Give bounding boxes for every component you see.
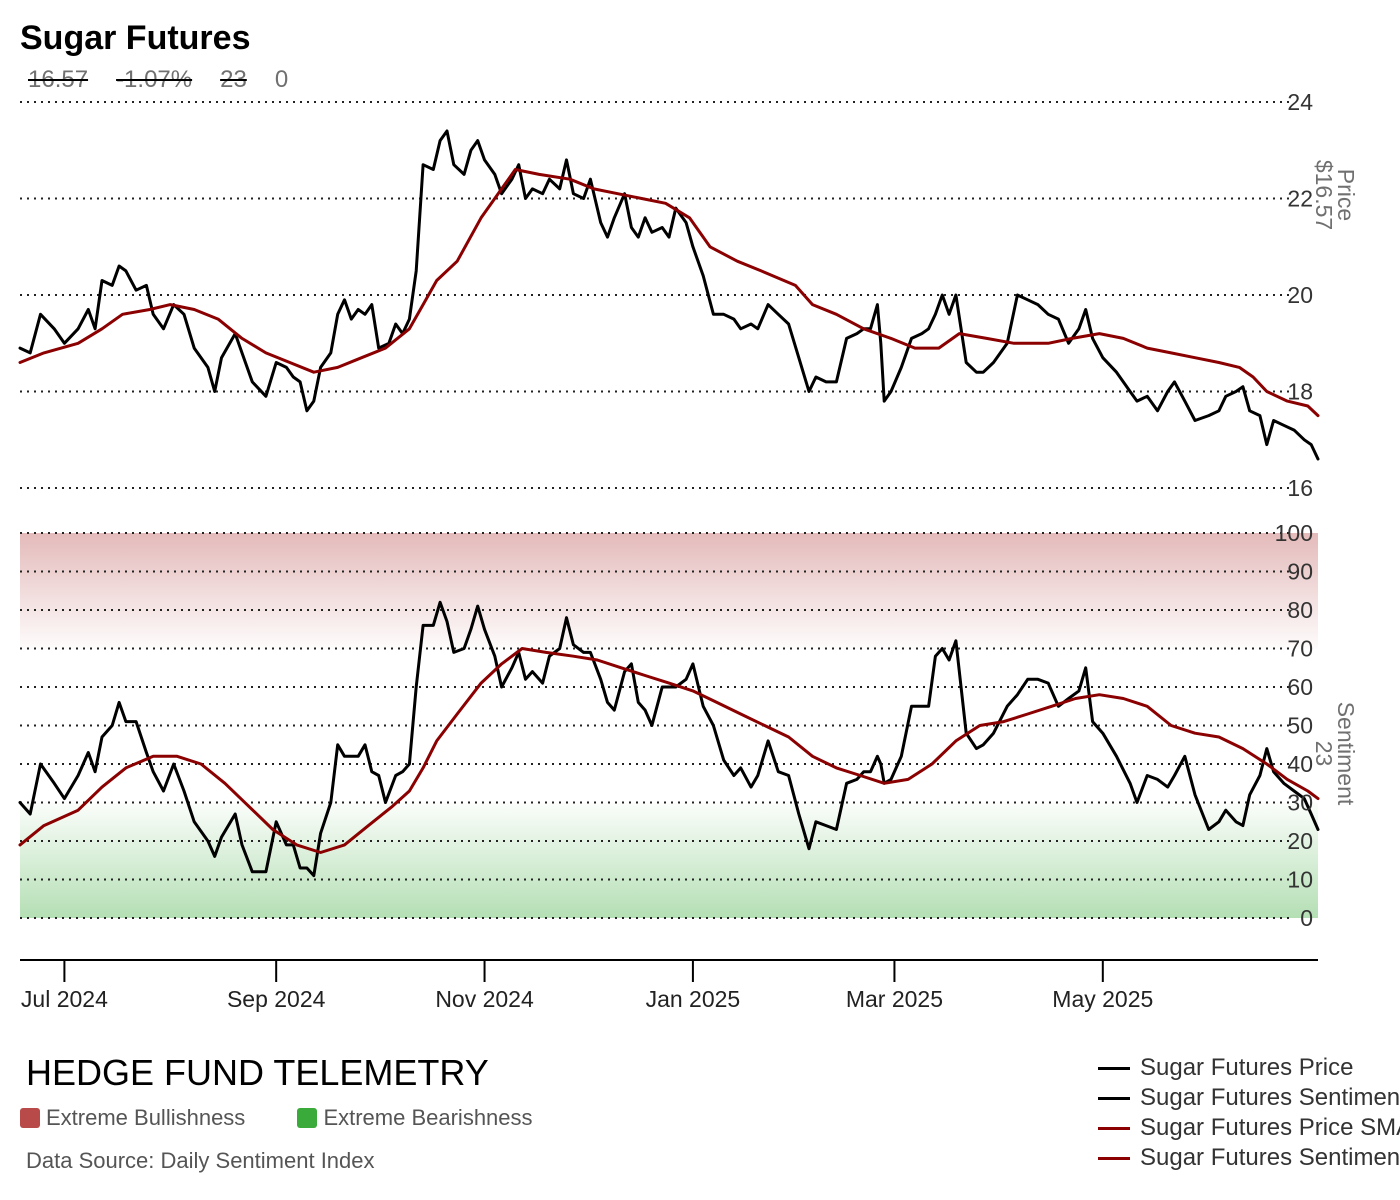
y-tick-label: 24: [1287, 89, 1313, 115]
zone-legend-item: Extreme Bullishness: [20, 1105, 245, 1131]
zone-legend-item: Extreme Bearishness: [297, 1105, 533, 1131]
zone-label: Extreme Bearishness: [323, 1105, 533, 1130]
x-tick-label: Nov 2024: [435, 986, 534, 1012]
sentiment-line: [18, 600, 1320, 878]
x-tick-label: Jul 2024: [21, 986, 108, 1012]
legend-line: [1098, 1126, 1130, 1130]
y-tick-label: 20: [1287, 828, 1313, 854]
y-tick-label: 40: [1287, 751, 1313, 777]
x-tick-label: Jan 2025: [646, 986, 741, 1012]
zone-label: Extreme Bullishness: [46, 1105, 246, 1130]
y-tick-label: 70: [1287, 636, 1313, 662]
y-tick-label: 18: [1287, 379, 1313, 405]
legend-label: Sugar Futures Price: [1140, 1054, 1354, 1081]
series-legend: Sugar Futures Price Sugar Futures Sentim…: [1098, 1053, 1400, 1173]
price-sma-line: [18, 168, 1320, 418]
legend-item[interactable]: Sugar Futures Sentiment: [1098, 1083, 1400, 1113]
x-tick-label: Sep 2024: [227, 986, 326, 1012]
legend-item[interactable]: Sugar Futures Price: [1098, 1053, 1400, 1083]
legend-line: [1098, 1066, 1130, 1070]
legend-line: [1098, 1096, 1130, 1100]
stat-sentiment: 23: [220, 66, 247, 93]
zone-legend: Extreme Bullishness Extreme Bearishness: [20, 1105, 579, 1134]
y-axis-label: Sentiment: [1333, 702, 1359, 806]
legend-label: Sugar Futures Price SMA: [1140, 1114, 1400, 1141]
stat-change: -1.07%: [116, 66, 193, 93]
chart-title: Sugar Futures: [20, 19, 251, 57]
bullish-band: [20, 533, 1318, 649]
legend-item[interactable]: Sugar Futures Sentiment SMA: [1098, 1143, 1400, 1173]
y-axis-value: $16.57: [1311, 160, 1337, 230]
y-tick-label: 80: [1287, 597, 1313, 623]
data-source: Data Source: Daily Sentiment Index: [26, 1148, 375, 1173]
y-tick-label: 30: [1287, 790, 1313, 816]
sentiment-sma-line: [18, 647, 1320, 854]
y-tick-label: 22: [1287, 186, 1313, 212]
chart-canvas: 16 18 20 22 24 0 10 20 30 40 50 60 70 80 90 100 Price$1…: [18, 89, 1359, 1012]
chart-header: Sugar Futures 16.57 -1.07% 23 0: [20, 18, 288, 93]
y-tick-label: 20: [1287, 282, 1313, 308]
legend-label: Sugar Futures Sentiment: [1140, 1084, 1400, 1111]
y-tick-label: 90: [1287, 559, 1313, 585]
price-line: [18, 129, 1320, 461]
header-stats: 16.57 -1.07% 23 0: [28, 66, 316, 94]
stat-extra: 0: [274, 66, 289, 93]
legend-label: Sugar Futures Sentiment SMA: [1140, 1144, 1400, 1171]
x-tick-label: Mar 2025: [846, 986, 943, 1012]
bullish-swatch: [20, 1108, 40, 1128]
y-axis-value: 23: [1311, 741, 1337, 767]
y-tick-label: 0: [1300, 905, 1313, 931]
legend-item[interactable]: Sugar Futures Price SMA: [1098, 1113, 1400, 1143]
brand-name: HEDGE FUND TELEMETRY: [26, 1052, 489, 1093]
x-tick-label: May 2025: [1052, 986, 1153, 1012]
bearish-band: [20, 802, 1318, 918]
bearish-swatch: [297, 1108, 318, 1128]
stat-price: 16.57: [28, 66, 89, 93]
y-tick-label: 10: [1287, 867, 1313, 893]
y-axis-label: Price: [1333, 169, 1359, 221]
y-tick-label: 16: [1287, 475, 1313, 501]
y-tick-label: 100: [1275, 520, 1313, 546]
legend-line: [1098, 1156, 1130, 1160]
price-axis-title: Price$16.57: [1311, 160, 1359, 230]
y-tick-label: 50: [1287, 713, 1313, 739]
y-tick-label: 60: [1287, 674, 1313, 700]
